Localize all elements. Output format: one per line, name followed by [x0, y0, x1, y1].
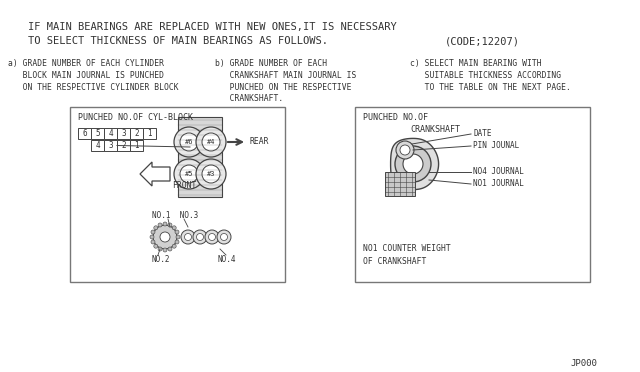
Bar: [355, 107, 590, 282]
Circle shape: [158, 247, 162, 251]
Text: PIN JOUNAL: PIN JOUNAL: [473, 141, 519, 151]
Text: 2: 2: [121, 141, 126, 150]
Bar: [143, 128, 156, 139]
Circle shape: [174, 159, 204, 189]
Circle shape: [150, 235, 154, 239]
Bar: [104, 128, 117, 139]
Text: NO1 JOURNAL: NO1 JOURNAL: [473, 180, 524, 189]
Bar: [91, 128, 104, 139]
Circle shape: [151, 240, 155, 244]
Text: NO4 JOURNAL: NO4 JOURNAL: [473, 167, 524, 176]
Circle shape: [205, 230, 219, 244]
Circle shape: [176, 235, 180, 239]
Bar: [91, 140, 104, 151]
Circle shape: [180, 165, 198, 183]
Circle shape: [180, 133, 198, 151]
Bar: [70, 107, 285, 282]
Circle shape: [163, 222, 167, 226]
Circle shape: [175, 230, 179, 234]
Text: #4: #4: [207, 139, 215, 145]
Circle shape: [221, 234, 227, 241]
Bar: [178, 117, 222, 197]
Text: 4: 4: [95, 141, 100, 150]
Bar: [117, 140, 130, 151]
Circle shape: [202, 133, 220, 151]
Circle shape: [172, 244, 176, 248]
Text: b) GRADE NUMBER OF EACH
   CRANKSHAFT MAIN JOURNAL IS
   PUNCHED ON THE RESPECTI: b) GRADE NUMBER OF EACH CRANKSHAFT MAIN …: [215, 59, 356, 103]
Text: DATE: DATE: [473, 129, 492, 138]
Text: (CODE;12207): (CODE;12207): [445, 36, 520, 46]
Text: 2: 2: [134, 129, 139, 138]
Circle shape: [174, 127, 204, 157]
Text: FRONT: FRONT: [172, 182, 196, 190]
Circle shape: [154, 226, 158, 230]
Bar: [130, 140, 143, 151]
Circle shape: [403, 154, 423, 174]
Circle shape: [163, 248, 167, 252]
Circle shape: [395, 146, 431, 182]
Polygon shape: [140, 162, 170, 186]
Bar: [78, 128, 91, 139]
Text: NO.4: NO.4: [218, 254, 237, 263]
Circle shape: [168, 247, 172, 251]
Circle shape: [175, 240, 179, 244]
Text: 3: 3: [108, 141, 113, 150]
Text: 5: 5: [95, 129, 100, 138]
Circle shape: [217, 230, 231, 244]
Bar: [385, 172, 415, 196]
Circle shape: [181, 230, 195, 244]
Text: NO.2: NO.2: [152, 254, 170, 263]
Circle shape: [172, 226, 176, 230]
Circle shape: [196, 159, 226, 189]
Text: IF MAIN BEARINGS ARE REPLACED WITH NEW ONES,IT IS NECESSARY: IF MAIN BEARINGS ARE REPLACED WITH NEW O…: [28, 22, 397, 32]
Circle shape: [196, 127, 226, 157]
Circle shape: [209, 234, 216, 241]
Circle shape: [196, 234, 204, 241]
Circle shape: [202, 165, 220, 183]
Circle shape: [153, 225, 177, 249]
Polygon shape: [390, 138, 438, 190]
Bar: [104, 140, 117, 151]
Circle shape: [160, 232, 170, 242]
Text: #6: #6: [185, 139, 193, 145]
Text: CRANKSHAFT: CRANKSHAFT: [410, 125, 460, 134]
Text: NO.1  NO.3: NO.1 NO.3: [152, 211, 198, 219]
Circle shape: [400, 145, 410, 155]
Text: JP000: JP000: [570, 359, 597, 369]
Circle shape: [158, 223, 162, 227]
Text: TO SELECT THICKNESS OF MAIN BEARINGS AS FOLLOWS.: TO SELECT THICKNESS OF MAIN BEARINGS AS …: [28, 36, 328, 46]
Text: 1: 1: [147, 129, 152, 138]
Circle shape: [154, 244, 158, 248]
Circle shape: [168, 223, 172, 227]
Text: NO1 COUNTER WEIGHT
OF CRANKSHAFT: NO1 COUNTER WEIGHT OF CRANKSHAFT: [363, 244, 451, 266]
Text: PUNCHED NO.OF CYL-BLOCK: PUNCHED NO.OF CYL-BLOCK: [78, 112, 193, 122]
Text: 1: 1: [134, 141, 139, 150]
Circle shape: [151, 230, 155, 234]
Text: c) SELECT MAIN BEARING WITH
   SUITABLE THICKNESS ACCORDING
   TO THE TABLE ON T: c) SELECT MAIN BEARING WITH SUITABLE THI…: [410, 59, 571, 92]
Text: PUNCHED NO.OF: PUNCHED NO.OF: [363, 112, 428, 122]
Text: #3: #3: [207, 171, 215, 177]
Circle shape: [193, 230, 207, 244]
Text: 4: 4: [108, 129, 113, 138]
Text: 3: 3: [121, 129, 126, 138]
Text: 6: 6: [82, 129, 87, 138]
Circle shape: [184, 234, 191, 241]
Text: a) GRADE NUMBER OF EACH CYLINDER
   BLOCK MAIN JOURNAL IS PUNCHED
   ON THE RESP: a) GRADE NUMBER OF EACH CYLINDER BLOCK M…: [8, 59, 179, 92]
Text: #5: #5: [185, 171, 193, 177]
Bar: [130, 128, 143, 139]
Text: REAR: REAR: [250, 138, 269, 147]
Bar: [117, 128, 130, 139]
Circle shape: [396, 141, 414, 159]
